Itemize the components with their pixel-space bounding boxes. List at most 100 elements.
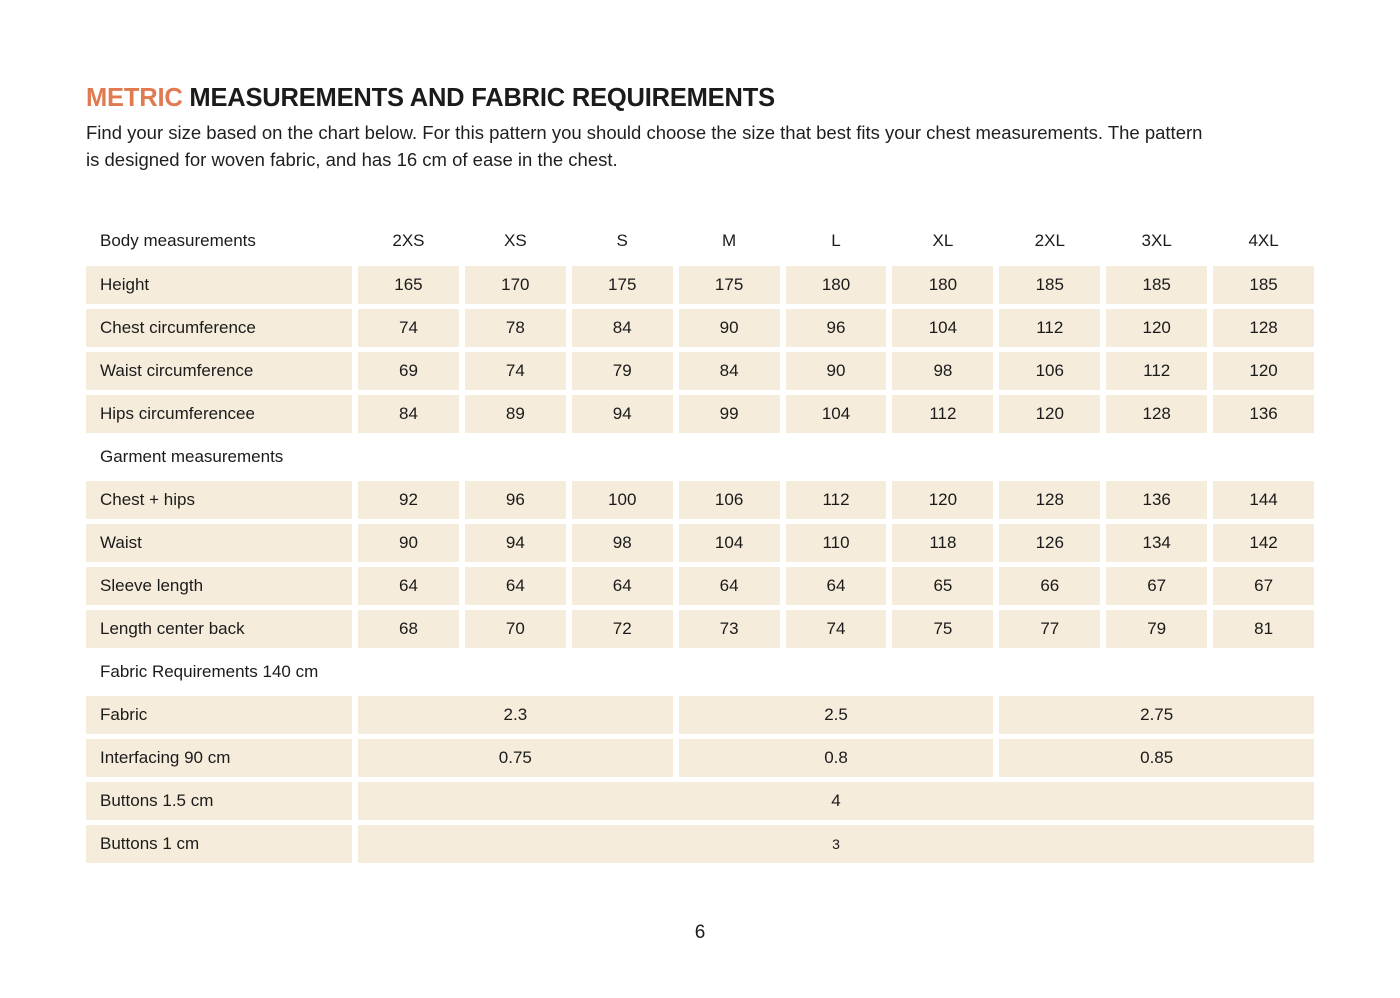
cell-chest-l: 96: [785, 309, 887, 347]
cell-lengthcb-xl: 75: [892, 610, 994, 648]
cell-sleeve-m: 64: [678, 567, 780, 605]
cell-interfacing-group-1: 0.75: [358, 739, 673, 777]
page-title-accent: METRIC: [86, 84, 183, 112]
spacer: [786, 653, 887, 691]
column-header-l: L: [831, 231, 841, 250]
table-row: Buttons 1.5 cm 4: [86, 782, 1314, 820]
cell-waistcirc-xs: 74: [464, 352, 566, 390]
intro-paragraph: Find your size based on the chart below.…: [86, 122, 1203, 170]
cell-sleeve-3xl: 67: [1106, 567, 1208, 605]
row-label-buttons-15cm: Buttons 1.5 cm: [86, 782, 352, 820]
column-header-2xs: 2XS: [392, 231, 425, 250]
column-header-3xl: 3XL: [1141, 231, 1172, 250]
spacer: [572, 653, 673, 691]
row-label-height: Height: [86, 266, 352, 304]
table-row: Waist circumference 69 74 79 84 90 98 10…: [86, 352, 1315, 390]
table-row: Height 165 170 175 175 180 180 185 185 1…: [86, 266, 1315, 304]
cell-hips-s: 94: [571, 395, 673, 433]
page-number: 6: [694, 922, 706, 943]
table-row: Chest circumference 74 78 84 90 96 104 1…: [86, 309, 1315, 347]
table-header-row: Body measurements 2XS XS S M L XL 2XL 3X…: [86, 222, 1314, 260]
cell-fabric-group-2: 2.5: [678, 696, 994, 734]
spacer: [465, 653, 566, 691]
cell-hips-xs: 89: [464, 395, 566, 433]
cell-waist-4xl: 142: [1213, 524, 1315, 562]
cell-buttons-15cm-value: 4: [358, 782, 1314, 820]
cell-height-xl: 180: [892, 266, 994, 304]
cell-hips-l: 104: [785, 395, 887, 433]
row-label-sleeve-length: Sleeve length: [86, 567, 352, 605]
section-heading-garment-measurements: Garment measurements: [100, 447, 284, 466]
spacer: [999, 438, 1100, 476]
column-header-4xl: 4XL: [1248, 231, 1279, 250]
cell-waistcirc-4xl: 120: [1213, 352, 1315, 390]
cell-sleeve-l: 64: [785, 567, 887, 605]
cell-lengthcb-2xs: 68: [358, 610, 459, 648]
spacer: [358, 653, 459, 691]
section-heading-row: Fabric Requirements 140 cm: [86, 653, 1314, 691]
spacer: [1106, 653, 1207, 691]
cell-waist-m: 104: [678, 524, 780, 562]
cell-waistcirc-m: 84: [678, 352, 780, 390]
cell-chesthips-xs: 96: [464, 481, 566, 519]
cell-chesthips-s: 100: [571, 481, 673, 519]
row-label-chest-circumference: Chest circumference: [86, 309, 352, 347]
cell-waistcirc-l: 90: [785, 352, 887, 390]
page-title-rest: MEASUREMENTS AND FABRIC REQUIREMENTS: [182, 84, 775, 112]
spacer: [892, 438, 993, 476]
cell-lengthcb-4xl: 81: [1213, 610, 1315, 648]
cell-waist-l: 110: [785, 524, 887, 562]
table-row: Chest + hips 92 96 100 106 112 120 128 1…: [86, 481, 1315, 519]
cell-chest-m: 90: [678, 309, 780, 347]
cell-sleeve-4xl: 67: [1213, 567, 1315, 605]
column-header-xl: XL: [932, 231, 954, 250]
row-label-length-center-back: Length center back: [86, 610, 352, 648]
column-header-2xl: 2XL: [1034, 231, 1065, 250]
row-label-waist: Waist: [86, 524, 352, 562]
cell-chest-2xl: 112: [999, 309, 1101, 347]
cell-sleeve-s: 64: [571, 567, 673, 605]
page-title: METRIC MEASUREMENTS AND FABRIC REQUIREME…: [86, 84, 1316, 113]
section-heading-body-measurements: Body measurements: [100, 231, 256, 250]
cell-chesthips-m: 106: [678, 481, 780, 519]
cell-waist-2xl: 126: [999, 524, 1101, 562]
spacer: [1213, 653, 1314, 691]
cell-chest-xs: 78: [464, 309, 566, 347]
cell-hips-4xl: 136: [1213, 395, 1315, 433]
section-heading-fabric-requirements: Fabric Requirements 140 cm: [100, 662, 319, 681]
table-row: Buttons 1 cm 3: [86, 825, 1314, 863]
cell-chesthips-xl: 120: [892, 481, 994, 519]
cell-chest-xl: 104: [892, 309, 994, 347]
column-header-xs: XS: [503, 231, 527, 250]
cell-interfacing-group-2: 0.8: [678, 739, 994, 777]
spacer: [679, 653, 780, 691]
cell-waistcirc-xl: 98: [892, 352, 994, 390]
row-label-chest-plus-hips: Chest + hips: [86, 481, 352, 519]
cell-waist-2xs: 90: [358, 524, 459, 562]
table-row: Fabric 2.3 2.5 2.75: [86, 696, 1315, 734]
cell-interfacing-group-3: 0.85: [999, 739, 1315, 777]
cell-height-l: 180: [785, 266, 887, 304]
cell-waistcirc-2xs: 69: [358, 352, 459, 390]
cell-height-2xs: 165: [358, 266, 459, 304]
spacer: [892, 653, 993, 691]
cell-chesthips-2xs: 92: [358, 481, 459, 519]
cell-buttons-1cm-value: 3: [358, 825, 1314, 863]
spacer: [1106, 438, 1207, 476]
spacer: [999, 653, 1100, 691]
cell-waist-3xl: 134: [1106, 524, 1208, 562]
cell-hips-2xl: 120: [999, 395, 1101, 433]
cell-chest-s: 84: [571, 309, 673, 347]
row-label-buttons-1cm: Buttons 1 cm: [86, 825, 352, 863]
table-row: Interfacing 90 cm 0.75 0.8 0.85: [86, 739, 1315, 777]
cell-height-xs: 170: [464, 266, 566, 304]
cell-sleeve-xs: 64: [464, 567, 566, 605]
cell-chest-3xl: 120: [1106, 309, 1208, 347]
cell-waistcirc-s: 79: [571, 352, 673, 390]
cell-chest-2xs: 74: [358, 309, 459, 347]
cell-lengthcb-l: 74: [785, 610, 887, 648]
row-label-fabric: Fabric: [86, 696, 352, 734]
spacer: [786, 438, 887, 476]
header-block: METRIC MEASUREMENTS AND FABRIC REQUIREME…: [86, 84, 1316, 173]
